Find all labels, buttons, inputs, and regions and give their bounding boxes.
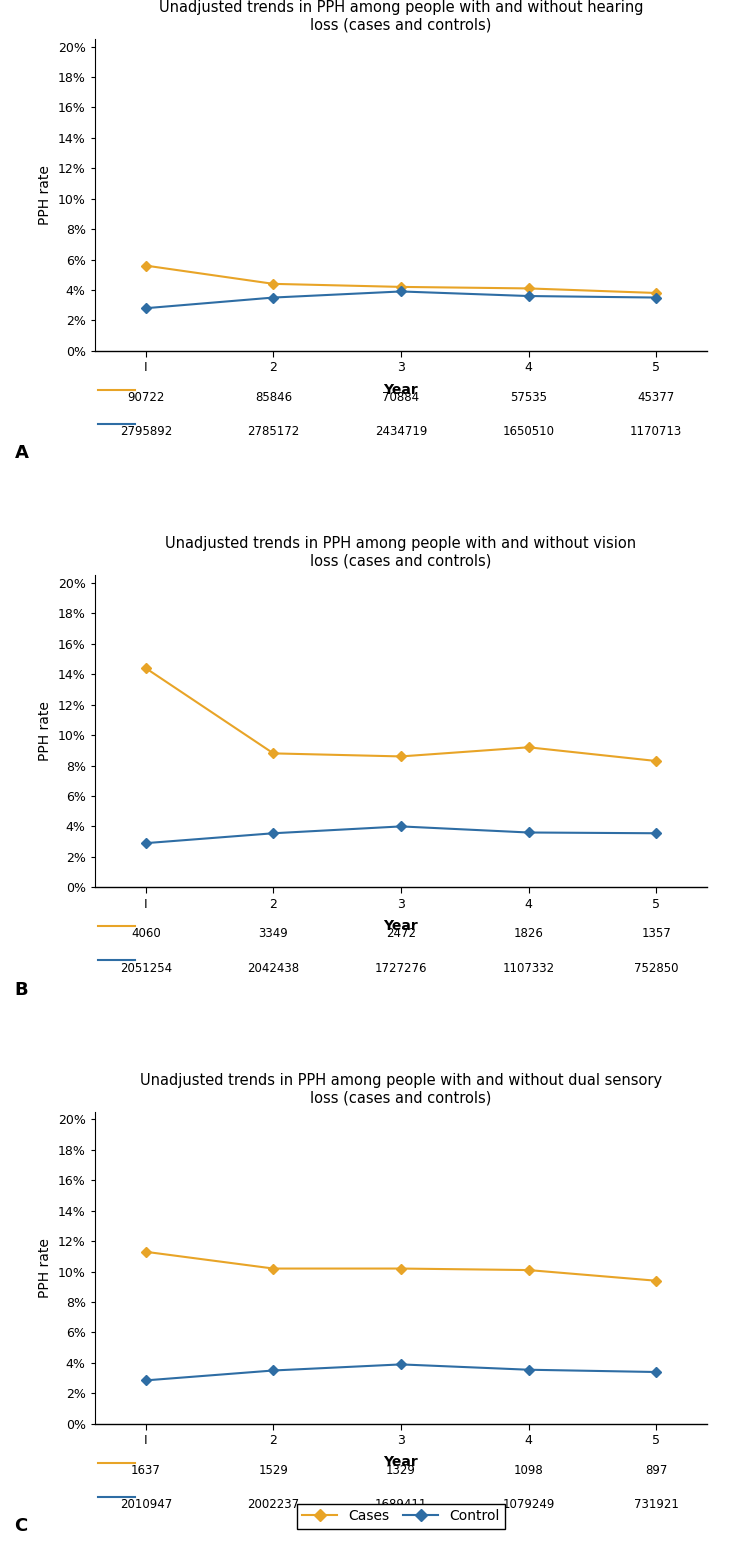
Y-axis label: PPH rate: PPH rate — [39, 165, 52, 224]
Text: 2785172: 2785172 — [247, 425, 300, 439]
Text: 45377: 45377 — [637, 391, 675, 405]
Y-axis label: PPH rate: PPH rate — [39, 702, 52, 761]
Text: 1079249: 1079249 — [502, 1498, 555, 1511]
Text: 1329: 1329 — [386, 1464, 416, 1477]
Text: 1098: 1098 — [514, 1464, 543, 1477]
Text: 2795892: 2795892 — [120, 425, 172, 439]
Title: Unadjusted trends in PPH among people with and without dual sensory
loss (cases : Unadjusted trends in PPH among people wi… — [140, 1072, 662, 1105]
Y-axis label: PPH rate: PPH rate — [39, 1239, 52, 1298]
Text: 57535: 57535 — [510, 391, 547, 405]
Title: Unadjusted trends in PPH among people with and without hearing
loss (cases and c: Unadjusted trends in PPH among people wi… — [159, 0, 643, 33]
Text: 1826: 1826 — [514, 927, 543, 940]
Text: 2434719: 2434719 — [375, 425, 427, 439]
Title: Unadjusted trends in PPH among people with and without vision
loss (cases and co: Unadjusted trends in PPH among people wi… — [165, 537, 636, 568]
Text: 1170713: 1170713 — [630, 425, 682, 439]
Text: 1107332: 1107332 — [502, 962, 555, 974]
Text: 1689411: 1689411 — [375, 1498, 427, 1511]
Text: 1529: 1529 — [259, 1464, 288, 1477]
Text: 85846: 85846 — [255, 391, 292, 405]
Text: 90722: 90722 — [127, 391, 165, 405]
X-axis label: Year: Year — [383, 920, 418, 934]
Text: 3349: 3349 — [259, 927, 288, 940]
Text: 2051254: 2051254 — [120, 962, 172, 974]
Text: 2472: 2472 — [386, 927, 416, 940]
Text: 2042438: 2042438 — [247, 962, 300, 974]
Text: 1357: 1357 — [642, 927, 671, 940]
Text: 1727276: 1727276 — [375, 962, 427, 974]
Text: 897: 897 — [645, 1464, 667, 1477]
Text: 70884: 70884 — [383, 391, 419, 405]
Text: C: C — [15, 1517, 28, 1536]
Text: 4060: 4060 — [131, 927, 160, 940]
X-axis label: Year: Year — [383, 1455, 418, 1469]
Text: 1637: 1637 — [131, 1464, 160, 1477]
Text: 2002237: 2002237 — [247, 1498, 300, 1511]
Text: A: A — [15, 443, 28, 462]
X-axis label: Year: Year — [383, 383, 418, 397]
Text: 2010947: 2010947 — [120, 1498, 172, 1511]
Text: 1650510: 1650510 — [502, 425, 555, 439]
Text: 752850: 752850 — [634, 962, 679, 974]
Legend: Cases, Control: Cases, Control — [297, 1503, 505, 1530]
Text: 731921: 731921 — [634, 1498, 679, 1511]
Text: B: B — [15, 980, 28, 999]
